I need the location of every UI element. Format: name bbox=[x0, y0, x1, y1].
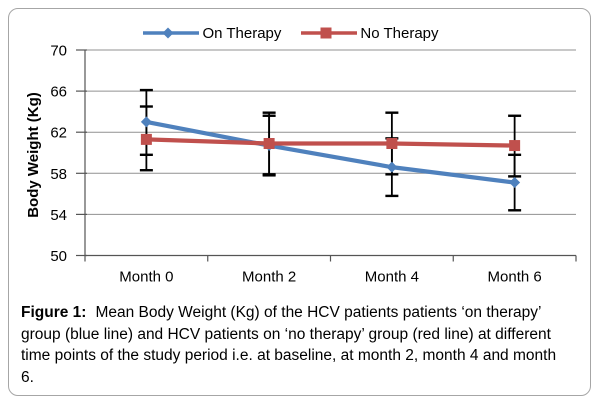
y-tick-label: 62 bbox=[50, 125, 67, 142]
legend-line-diamond-icon bbox=[143, 27, 200, 39]
x-tick-label: Month 2 bbox=[242, 269, 296, 286]
legend-label-no-therapy: No Therapy bbox=[360, 24, 439, 42]
y-tick-label: 70 bbox=[50, 43, 67, 60]
marker-diamond bbox=[140, 116, 152, 128]
caption-line: time points of the study period i.e. at … bbox=[21, 347, 557, 364]
figure-caption: Figure 1: Mean Body Weight (Kg) of the HC… bbox=[21, 302, 581, 388]
marker-square bbox=[386, 138, 398, 150]
legend-marker-diamond-icon bbox=[162, 27, 174, 39]
chart-legend: On Therapy No Therapy bbox=[0, 24, 582, 42]
series-line-0 bbox=[145, 119, 515, 185]
marker-square bbox=[509, 140, 521, 152]
marker-square bbox=[140, 133, 152, 145]
caption-line: group (blue line) and HCV patients on ‘n… bbox=[21, 325, 551, 343]
x-tick-label: Month 4 bbox=[365, 269, 419, 286]
figure-caption-text: Mean Body Weight (Kg) of the HCV patient… bbox=[95, 304, 542, 321]
legend-marker-square-icon bbox=[320, 27, 332, 39]
figure-frame bbox=[8, 8, 591, 396]
marker-diamond bbox=[509, 177, 521, 189]
caption-line: Figure 1: Mean Body Weight (Kg) of the HC… bbox=[21, 302, 581, 324]
caption-line: 6. bbox=[21, 368, 34, 386]
series-line-1 bbox=[146, 137, 515, 148]
marker-diamond bbox=[386, 161, 398, 173]
legend-item-no-therapy: No Therapy bbox=[301, 24, 439, 42]
y-tick-label: 66 bbox=[50, 84, 67, 101]
x-tick-label: Month 6 bbox=[488, 269, 542, 286]
figure-caption-label: Figure 1: bbox=[21, 304, 87, 321]
marker-square bbox=[263, 138, 275, 150]
y-tick-label: 54 bbox=[50, 207, 67, 224]
legend-line-square-icon bbox=[301, 27, 358, 39]
legend-item-on-therapy: On Therapy bbox=[143, 25, 281, 42]
x-tick-label: Month 0 bbox=[119, 269, 173, 286]
y-tick-label: 50 bbox=[50, 248, 67, 265]
legend-label-on-therapy: On Therapy bbox=[202, 24, 282, 42]
chart-plot-area: 50 54 58 62 66 70 Month 0 Month 2 Month 4 Month 6 bbox=[50, 43, 577, 286]
y-tick-label: 58 bbox=[50, 166, 67, 183]
